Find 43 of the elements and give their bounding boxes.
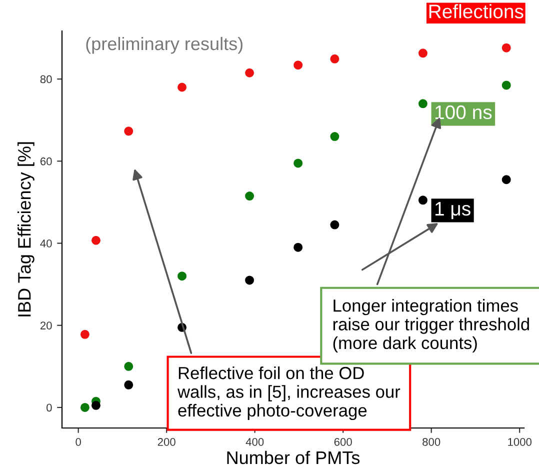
annotation: (preliminary results) <box>86 36 242 54</box>
point <box>245 192 254 201</box>
point <box>330 54 340 64</box>
point <box>245 276 254 285</box>
point <box>418 99 428 108</box>
point <box>124 380 134 390</box>
point <box>502 43 511 52</box>
point <box>80 330 90 339</box>
x-tick-label: 400 <box>246 438 264 446</box>
point <box>245 68 254 78</box>
y-tick-label: 40 <box>40 240 52 248</box>
point <box>502 80 511 90</box>
y-tick-label: 60 <box>40 157 52 166</box>
x-tick-label: 0 <box>76 438 81 446</box>
x-tick-label: 1000 <box>508 438 532 446</box>
point <box>80 402 90 412</box>
series-label: Reflections <box>429 4 524 18</box>
annotation: Longer integration times raise our trigger threshold (more dark counts) <box>333 298 529 353</box>
point <box>294 158 303 168</box>
series-label: 100 ns <box>435 105 492 120</box>
y-tick-label: 80 <box>40 75 52 84</box>
x-tick-label: 600 <box>334 438 352 446</box>
x-tick-label: 800 <box>422 438 440 446</box>
point <box>91 400 100 410</box>
y-tick-label: 0 <box>46 404 52 412</box>
y-tick-label: 20 <box>40 322 52 330</box>
point <box>91 236 100 245</box>
point <box>502 175 511 184</box>
x-tick-label: 200 <box>158 438 176 446</box>
point <box>294 60 303 70</box>
annotation: Reflective foil on the OD walls, as in [5], increases our effective photo-coverage <box>177 366 400 420</box>
point <box>178 82 187 92</box>
point <box>330 132 340 142</box>
point <box>124 362 134 371</box>
series-label: 1 μs <box>435 202 470 220</box>
point <box>178 272 187 281</box>
point <box>294 242 303 252</box>
point <box>124 126 134 136</box>
y-axis-title: IBD Tag Efficiency [%] <box>18 142 34 316</box>
x-axis-title: Number of PMTs <box>227 450 360 464</box>
point <box>418 196 428 205</box>
point <box>418 48 428 58</box>
point <box>330 220 340 230</box>
